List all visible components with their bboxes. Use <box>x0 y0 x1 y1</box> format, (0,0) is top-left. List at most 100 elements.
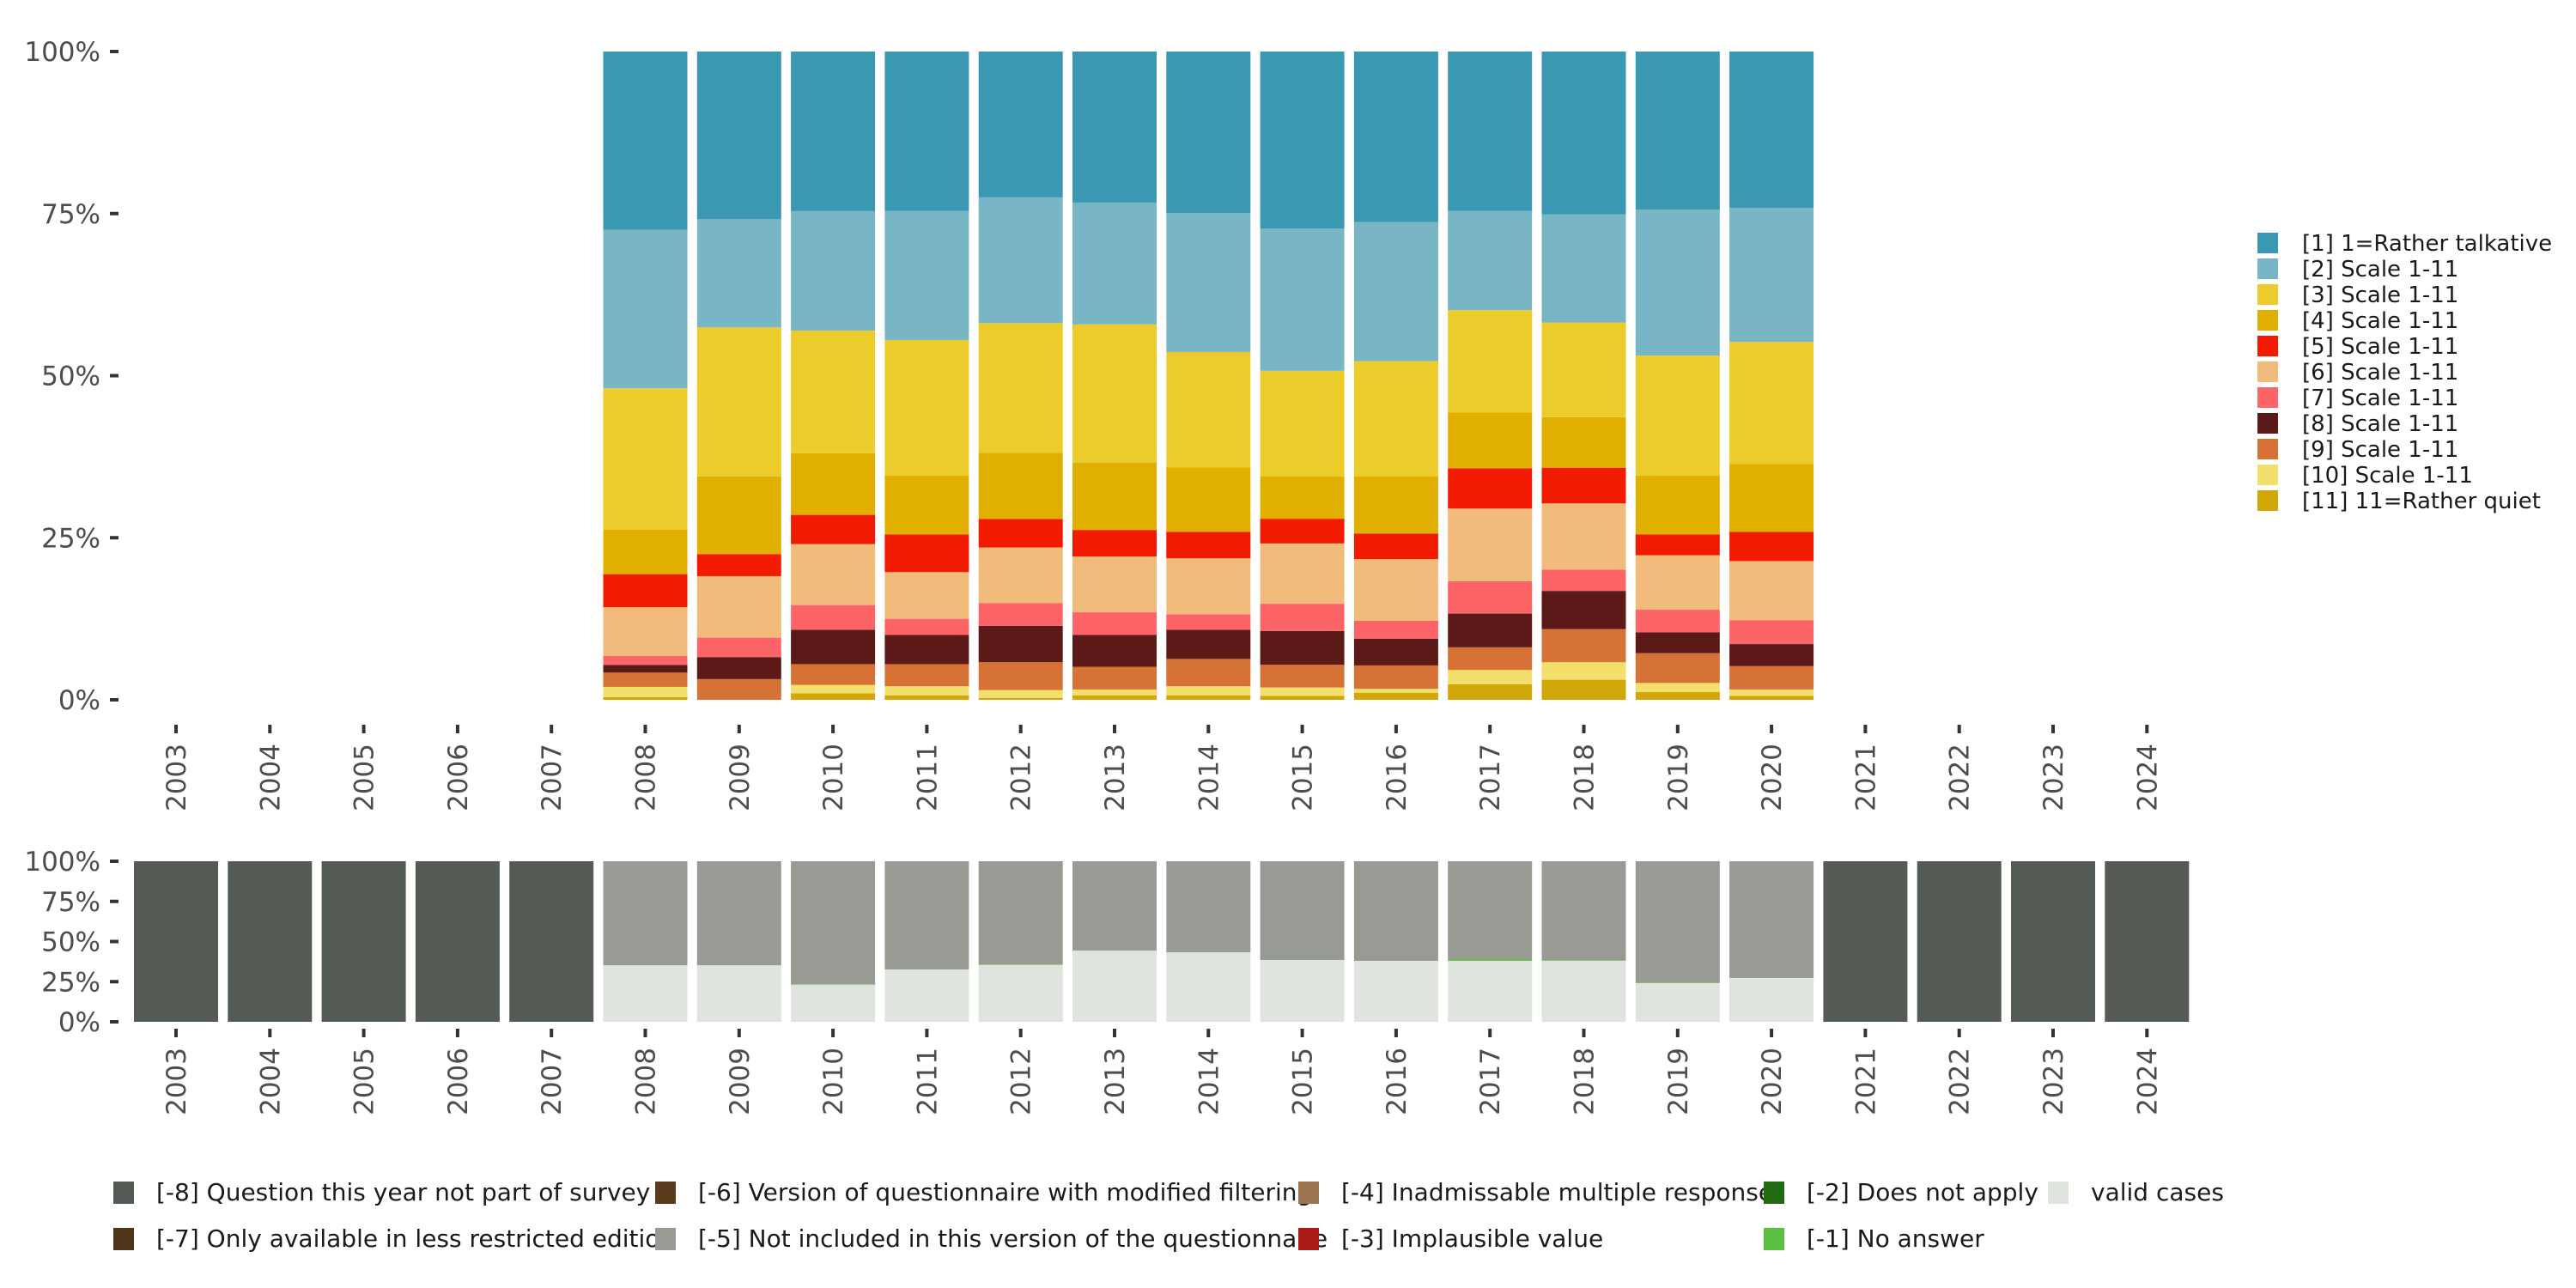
legend-key <box>2048 1182 2069 1204</box>
legend-item: [8] Scale 1-11 <box>2257 411 2458 437</box>
bar-segment <box>1260 665 1345 688</box>
x-tick-label: 2003 <box>161 744 192 811</box>
bar-segment <box>1448 412 1533 469</box>
y-tick-label: 0% <box>58 685 100 716</box>
bar-segment <box>1729 561 1814 621</box>
bar-segment <box>1353 692 1438 700</box>
bar-2014 <box>1166 861 1251 1022</box>
legend-key <box>1764 1182 1784 1204</box>
bar-segment <box>1166 861 1251 953</box>
bar-segment <box>1635 982 1720 983</box>
legend-key <box>2257 413 2278 434</box>
bar-segment <box>1729 665 1814 690</box>
legend-item: [7] Scale 1-11 <box>2257 386 2458 411</box>
bar-segment <box>1072 635 1157 667</box>
bar-segment <box>1635 653 1720 683</box>
bar-segment <box>1353 361 1438 477</box>
bar-2004 <box>228 861 313 1022</box>
bar-2020 <box>1729 52 1814 700</box>
bar-2012 <box>978 861 1063 1022</box>
bar-segment <box>1353 559 1438 621</box>
legend-item: [11] 11=Rather quiet <box>2257 489 2541 514</box>
x-tick-label: 2007 <box>537 1048 568 1115</box>
bar-2011 <box>884 52 969 700</box>
bar-segment <box>1541 960 1626 961</box>
bar-segment <box>1448 613 1533 647</box>
bar-segment <box>1166 629 1251 659</box>
bar-2015 <box>1260 861 1345 1022</box>
x-tick-label: 2022 <box>1945 1048 1976 1115</box>
x-tick-label: 2005 <box>349 744 380 811</box>
bar-segment <box>1448 580 1533 614</box>
legend-label: [4] Scale 1-11 <box>2302 308 2458 334</box>
bar-segment <box>1635 632 1720 653</box>
bar-segment <box>791 330 876 453</box>
bar-segment <box>1635 861 1720 983</box>
y-tick-label: 75% <box>41 199 100 230</box>
bar-2018 <box>1541 861 1626 1022</box>
bar-segment <box>1353 689 1438 693</box>
legend-key <box>2257 465 2278 485</box>
bar-segment <box>603 665 688 673</box>
bar-segment <box>696 52 781 220</box>
legend-key <box>655 1228 676 1250</box>
bottom-x-axis: 2003 2004 2005 2006 2007 2008 2009 2010 2011 2012… <box>161 1029 2163 1115</box>
bar-segment <box>978 52 1063 197</box>
bar-segment <box>603 965 688 1022</box>
bar-segment <box>1541 569 1626 592</box>
bottom-bars <box>134 861 2190 1022</box>
bar-segment <box>791 544 876 605</box>
bar-segment <box>978 453 1063 519</box>
x-tick-label: 2017 <box>1475 744 1506 811</box>
bar-segment <box>603 861 688 966</box>
bar-segment <box>791 453 876 515</box>
bar-2007 <box>509 861 594 1022</box>
legend-item: [-1] No answer <box>1764 1224 1984 1253</box>
x-tick-label: 2015 <box>1288 744 1319 811</box>
bar-segment <box>321 861 406 1022</box>
x-tick-label: 2021 <box>1850 1048 1881 1115</box>
x-tick-label: 2018 <box>1570 1048 1601 1115</box>
bar-2013 <box>1072 52 1157 700</box>
x-tick-label: 2008 <box>631 1048 662 1115</box>
bar-segment <box>696 637 781 658</box>
bar-segment <box>1260 477 1345 519</box>
x-tick-label: 2021 <box>1850 744 1881 811</box>
bar-segment <box>1448 468 1533 509</box>
bar-2009 <box>696 52 781 700</box>
bar-segment <box>509 861 594 1022</box>
legend-key <box>1298 1182 1319 1204</box>
bar-segment <box>1072 612 1157 635</box>
bar-segment <box>1166 614 1251 630</box>
x-tick-label: 2011 <box>912 1048 943 1115</box>
bar-segment <box>1635 555 1720 611</box>
bar-segment <box>603 388 688 530</box>
bar-segment <box>1260 370 1345 477</box>
bar-segment <box>1541 416 1626 468</box>
bar-segment <box>696 476 781 555</box>
bar-segment <box>1166 695 1251 700</box>
bar-segment <box>978 197 1063 324</box>
bar-segment <box>1448 959 1533 961</box>
x-tick-label: 2011 <box>912 744 943 811</box>
bar-segment <box>884 339 969 476</box>
x-tick-label: 2013 <box>1100 744 1131 811</box>
legend-item: [-6] Version of questionnaire with modif… <box>655 1178 1312 1206</box>
bar-segment <box>884 475 969 535</box>
bottom-y-axis: 0% 25% 50% 75% 100% <box>24 847 118 1038</box>
bar-2021 <box>1823 861 1908 1022</box>
legend-key <box>1764 1228 1784 1250</box>
bar-segment <box>1541 861 1626 961</box>
legend-label: [3] Scale 1-11 <box>2302 283 2458 308</box>
x-tick-label: 2004 <box>255 744 286 811</box>
x-tick-label: 2019 <box>1663 744 1694 811</box>
bar-segment <box>1353 665 1438 690</box>
bar-segment <box>791 684 876 694</box>
bar-2020 <box>1729 861 1814 1022</box>
legend-item: valid cases <box>2048 1178 2224 1206</box>
bar-segment <box>1166 467 1251 532</box>
legend-key <box>2257 336 2278 356</box>
bar-segment <box>1448 683 1533 700</box>
bar-2023 <box>2011 861 2095 1022</box>
